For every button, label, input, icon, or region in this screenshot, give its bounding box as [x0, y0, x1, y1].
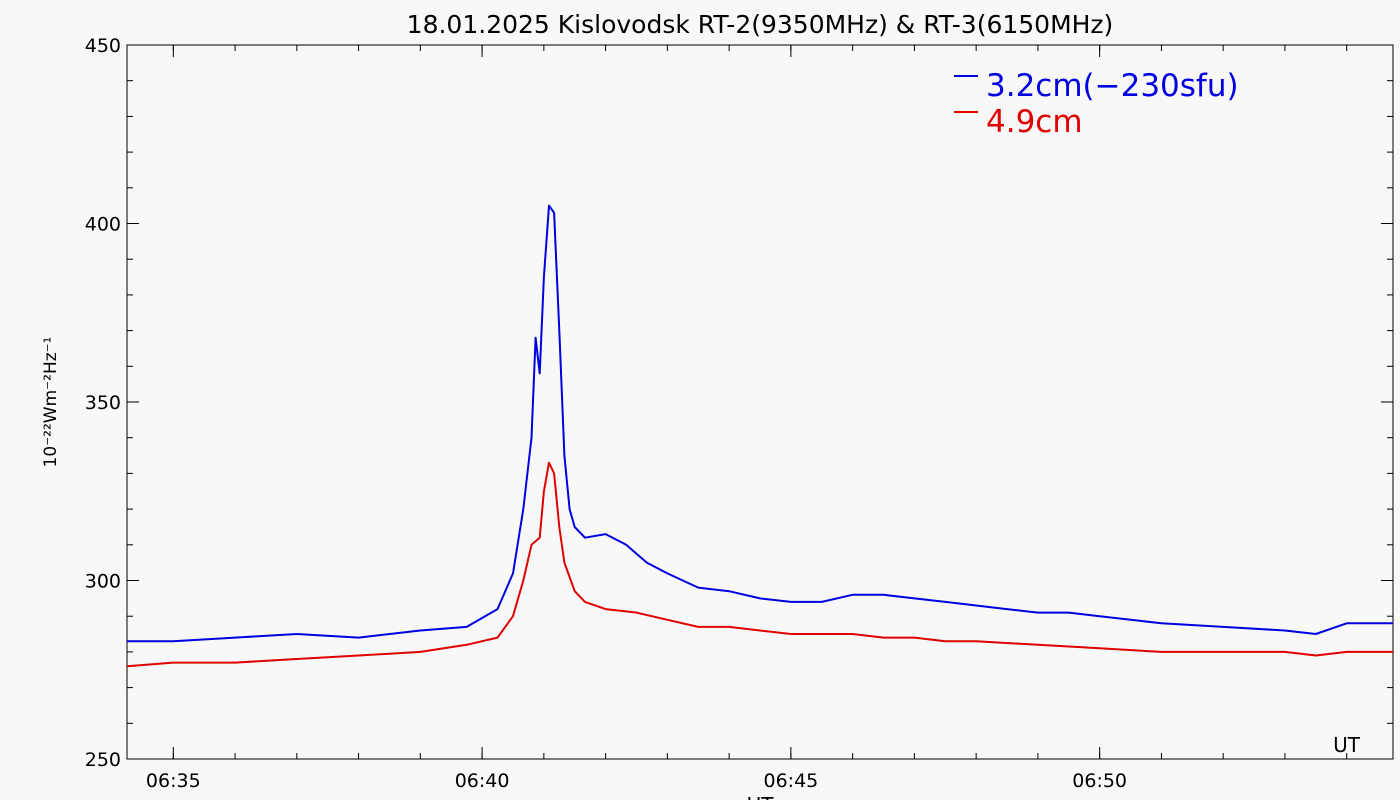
y-tick-label: 350: [85, 392, 121, 414]
chart-title: 18.01.2025 Kislovodsk RT-2(9350MHz) & RT…: [407, 10, 1114, 39]
y-tick-label: 250: [85, 749, 121, 771]
x-tick-label: 06:40: [455, 770, 510, 792]
y-tick-label: 400: [85, 214, 121, 236]
y-tick-label: 300: [85, 571, 121, 593]
legend-label-1: 4.9cm: [986, 104, 1083, 140]
legend-label-0: 3.2cm(−230sfu): [986, 68, 1239, 104]
x-tick-label: 06:35: [146, 770, 201, 792]
legend: 3.2cm(−230sfu)4.9cm: [954, 68, 1239, 140]
y-axis: 250 300 350 400 450: [85, 35, 1393, 771]
x-axis-label: UT: [747, 793, 775, 800]
x-axis: 06:35 06:40 06:45 06:50: [146, 45, 1348, 792]
x-axis-corner-label: UT: [1333, 733, 1361, 757]
x-tick-label: 06:45: [763, 770, 818, 792]
x-tick-label: 06:50: [1072, 770, 1127, 792]
series-line-4-9cm: [126, 461, 1393, 668]
y-axis-label: 10⁻²²Wm⁻²Hz⁻¹: [41, 337, 61, 468]
series-layer: [126, 204, 1393, 668]
series-line-3-2cm: [127, 204, 1393, 643]
y-tick-label: 450: [85, 35, 121, 57]
